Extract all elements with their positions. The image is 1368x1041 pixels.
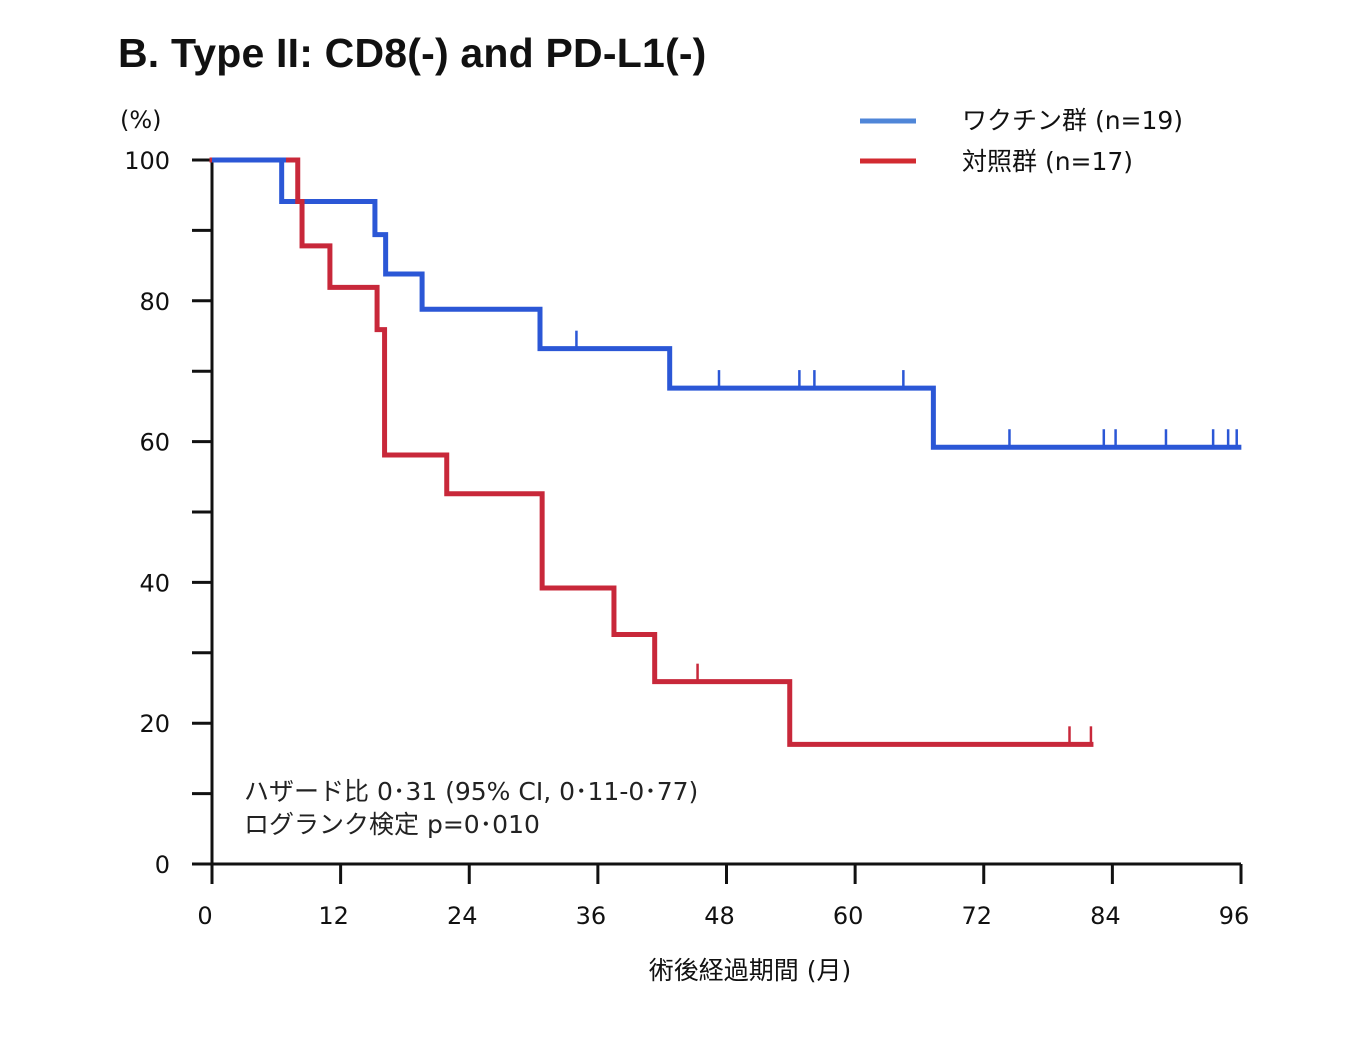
x-tick-label-36: 36 bbox=[576, 902, 607, 930]
y-tick-label-0: 0 bbox=[155, 851, 170, 879]
axes: 0 20 40 60 80 100 0 12 24 36 48 60 72 84 96 bbox=[124, 147, 1249, 930]
x-tick-label-12: 12 bbox=[318, 902, 349, 930]
y-tick-label-100: 100 bbox=[124, 147, 170, 175]
series-vaccine bbox=[209, 157, 1242, 450]
y-tick-label-60: 60 bbox=[139, 429, 170, 457]
survival-curves bbox=[209, 157, 1242, 747]
legend-label-vaccine: ワクチン群 (n=19) bbox=[962, 106, 1183, 135]
legend: ワクチン群 (n=19) 対照群 (n=17) bbox=[860, 106, 1183, 176]
y-tick-label-20: 20 bbox=[139, 710, 170, 738]
x-tick-label-72: 72 bbox=[961, 902, 992, 930]
x-tick-label-0: 0 bbox=[197, 902, 212, 930]
chart-title: B. Type II: CD8(-) and PD-L1(-) bbox=[118, 30, 707, 76]
x-tick-label-60: 60 bbox=[833, 902, 864, 930]
y-axis-unit-label: (%) bbox=[120, 106, 162, 134]
curve-control bbox=[209, 157, 1094, 747]
x-tick-label-24: 24 bbox=[447, 902, 478, 930]
x-tick-label-84: 84 bbox=[1090, 902, 1121, 930]
y-tick-label-80: 80 bbox=[139, 288, 170, 316]
annotation-log-rank: ログランク検定 p=0･010 bbox=[244, 810, 540, 839]
x-axis-title: 術後経過期間 (月) bbox=[649, 956, 851, 985]
series-control bbox=[209, 157, 1094, 747]
x-tick-label-96: 96 bbox=[1219, 902, 1250, 930]
x-tick-label-48: 48 bbox=[704, 902, 735, 930]
legend-label-control: 対照群 (n=17) bbox=[962, 147, 1133, 176]
y-tick-label-40: 40 bbox=[139, 569, 170, 597]
curve-vaccine bbox=[209, 157, 1242, 450]
annotation-hazard-ratio: ハザード比 0･31 (95% CI, 0･11-0･77) bbox=[244, 777, 698, 806]
